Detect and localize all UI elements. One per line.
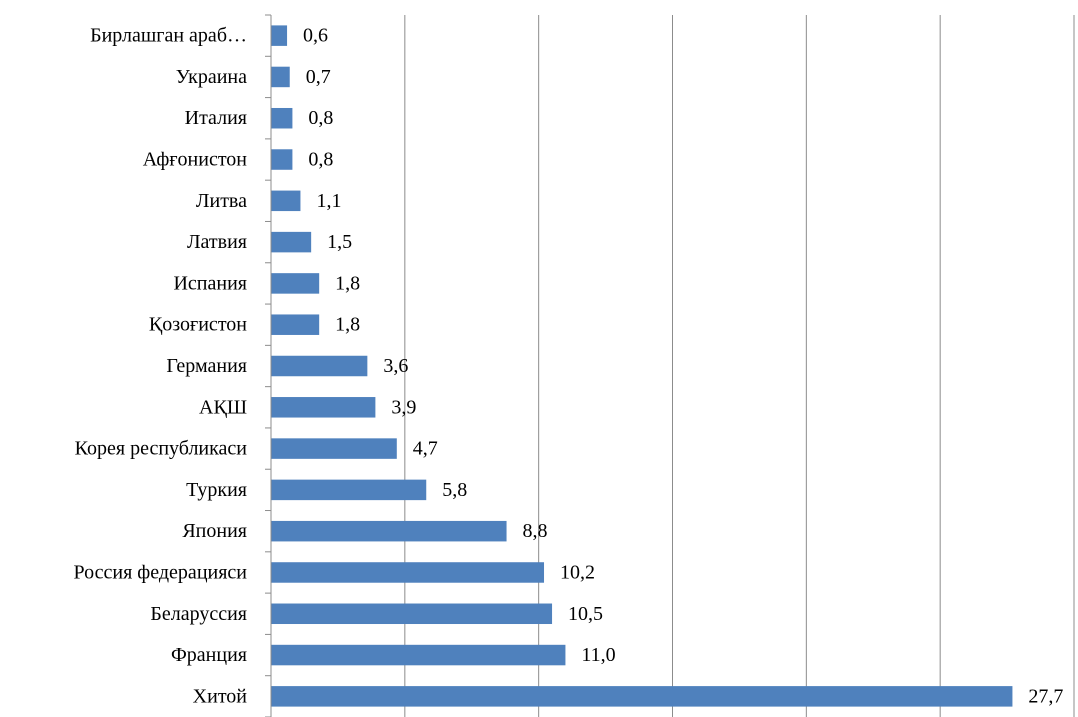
data-label: 0,6 bbox=[303, 25, 328, 47]
category-label: Япония bbox=[182, 520, 247, 542]
bar bbox=[271, 66, 290, 88]
bar bbox=[271, 25, 288, 46]
category-label: Бирлашган араб… bbox=[90, 25, 247, 47]
category-label: Россия федерацияси bbox=[74, 561, 248, 583]
data-label: 27,7 bbox=[1028, 685, 1063, 707]
data-label: 5,8 bbox=[442, 479, 467, 501]
bar bbox=[271, 479, 427, 501]
category-labels: Бирлашган араб… Украина Италия Афғонистон Ли… bbox=[74, 25, 248, 708]
bar bbox=[271, 107, 293, 129]
category-label: Корея республикаси bbox=[75, 438, 248, 460]
bar bbox=[271, 644, 566, 666]
data-label: 10,5 bbox=[568, 603, 603, 625]
bar bbox=[271, 149, 293, 170]
category-label: Туркия bbox=[186, 479, 247, 501]
category-axis bbox=[265, 14, 272, 717]
data-label: 8,8 bbox=[523, 520, 548, 542]
data-label: 1,5 bbox=[327, 231, 352, 253]
bar bbox=[271, 438, 397, 459]
data-label: 0,8 bbox=[308, 107, 333, 129]
category-label: Афғонистон bbox=[143, 149, 248, 171]
data-label: 1,8 bbox=[335, 314, 360, 336]
category-label: Хитой bbox=[193, 685, 248, 707]
data-label: 11,0 bbox=[581, 644, 615, 666]
bar bbox=[271, 190, 301, 212]
category-label: Қозоғистон bbox=[149, 314, 247, 336]
bar bbox=[271, 273, 320, 294]
data-label: 1,8 bbox=[335, 272, 360, 294]
data-label: 10,2 bbox=[560, 561, 595, 583]
category-label: Литва bbox=[196, 190, 247, 212]
category-label: Франция bbox=[171, 644, 247, 666]
category-label: Испания bbox=[173, 272, 247, 294]
category-label: Украина bbox=[176, 66, 247, 88]
bar bbox=[271, 397, 376, 418]
data-label: 4,7 bbox=[413, 438, 438, 460]
bar bbox=[271, 231, 312, 253]
data-label: 0,7 bbox=[306, 66, 331, 88]
bar bbox=[271, 686, 1013, 707]
bar bbox=[271, 314, 320, 335]
grid-lines bbox=[404, 15, 1075, 717]
category-label: Италия bbox=[185, 107, 247, 129]
data-label: 1,1 bbox=[316, 190, 341, 212]
category-label: Латвия bbox=[187, 231, 247, 253]
bar bbox=[271, 520, 507, 542]
category-label: Беларуссия bbox=[150, 603, 247, 625]
data-labels: 0,6 0,7 0,8 0,8 1,1 1,5 1,8 1,8 3,6 3,9 4,75,8 8,8 1… bbox=[303, 25, 1063, 708]
bar bbox=[271, 355, 368, 377]
data-label: 3,9 bbox=[391, 396, 416, 418]
category-label: Германия bbox=[166, 355, 247, 377]
bar bbox=[271, 603, 553, 625]
data-label: 3,6 bbox=[383, 355, 408, 377]
bar bbox=[271, 562, 545, 583]
bars bbox=[271, 25, 1013, 707]
category-label: АҚШ bbox=[199, 396, 247, 418]
data-label: 0,8 bbox=[308, 149, 333, 171]
